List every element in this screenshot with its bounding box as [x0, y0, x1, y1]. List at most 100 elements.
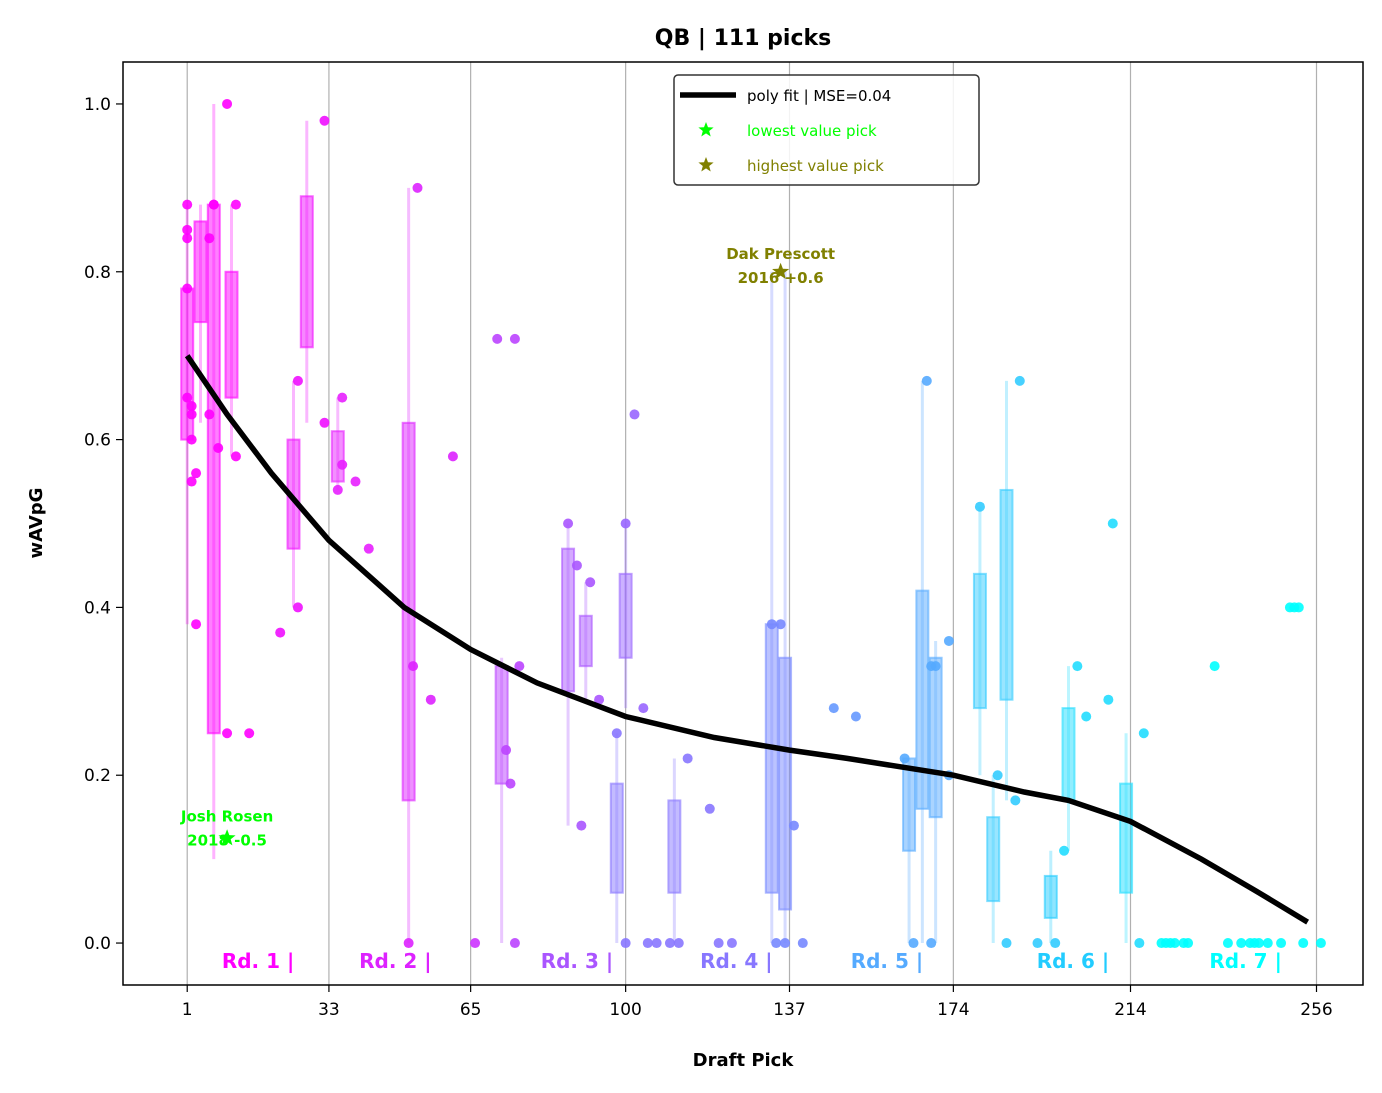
y-tick-label: 0.0 — [84, 934, 111, 954]
box-plots — [180, 103, 1134, 944]
round-label: Rd. 2 | — [359, 949, 431, 973]
annotation-star-icon — [218, 829, 236, 846]
data-point — [1209, 661, 1220, 672]
box — [902, 757, 917, 852]
data-point — [1010, 795, 1021, 806]
data-point — [222, 98, 233, 109]
data-point — [1134, 938, 1145, 949]
data-point — [275, 627, 286, 638]
box — [224, 270, 239, 399]
x-tick-label: 1 — [182, 1000, 193, 1020]
data-point — [1059, 845, 1070, 856]
data-point — [1293, 602, 1304, 613]
data-point — [1276, 938, 1287, 949]
x-tick-label: 214 — [1114, 1000, 1146, 1020]
data-point — [908, 938, 919, 949]
box — [928, 656, 943, 819]
data-points — [182, 98, 1326, 949]
data-point — [1001, 938, 1012, 949]
box — [999, 488, 1014, 701]
chart-title: QB | 111 picks — [655, 26, 831, 51]
data-point — [788, 820, 799, 831]
data-point — [1050, 938, 1061, 949]
data-point — [576, 820, 587, 831]
y-tick-label: 1.0 — [84, 95, 111, 115]
x-tick-label: 33 — [318, 1000, 340, 1020]
box — [915, 589, 930, 810]
data-point — [319, 115, 330, 126]
y-tick-label: 0.2 — [84, 766, 111, 786]
box — [494, 665, 509, 785]
data-point — [186, 409, 197, 420]
data-point — [292, 375, 303, 386]
x-tick-label: 174 — [937, 1000, 969, 1020]
data-point — [514, 661, 525, 672]
data-point — [1032, 938, 1043, 949]
data-point — [943, 635, 954, 646]
data-point — [186, 434, 197, 445]
data-point — [408, 661, 419, 672]
data-point — [571, 560, 582, 571]
data-point — [191, 619, 202, 630]
data-point — [1169, 938, 1180, 949]
data-point — [501, 745, 512, 756]
round-label: Rd. 1 | — [222, 949, 294, 973]
x-tick-label: 256 — [1300, 1000, 1332, 1020]
y-axis-label: wAVpG — [26, 488, 47, 559]
data-point — [222, 728, 233, 739]
legend-label: highest value pick — [747, 157, 884, 175]
x-axis-ticks: 1 33 65 100 137 174 214 256 — [182, 985, 1333, 1020]
data-point — [828, 703, 839, 714]
data-point — [1014, 375, 1025, 386]
data-point — [974, 501, 985, 512]
data-point — [213, 442, 224, 453]
annotation-star-icon — [772, 262, 790, 280]
data-point — [182, 199, 193, 210]
data-point — [1262, 938, 1273, 949]
plot-frame — [122, 61, 1364, 986]
box — [1119, 782, 1134, 894]
data-point — [620, 938, 631, 949]
data-point — [713, 938, 724, 949]
data-point — [191, 468, 202, 479]
x-axis-label: Draft Pick — [693, 1050, 795, 1071]
data-point — [204, 233, 215, 244]
box — [986, 816, 1001, 903]
annotations: Josh Rosen 2018 -0.5 Dak Prescott 2016 +0.6 — [180, 245, 835, 849]
box — [1061, 707, 1076, 802]
data-point — [1253, 938, 1264, 949]
y-tick-label: 0.8 — [84, 263, 111, 283]
data-point — [642, 938, 653, 949]
data-point — [182, 224, 193, 235]
round-label: Rd. 5 | — [851, 949, 923, 973]
data-point — [664, 938, 675, 949]
data-point — [425, 694, 436, 705]
legend: poly fit | MSE=0.04 lowest value pick high… — [673, 74, 980, 186]
data-point — [1107, 518, 1118, 529]
box — [299, 195, 314, 349]
data-point — [766, 619, 777, 630]
legend-box — [673, 74, 980, 186]
data-point — [204, 409, 215, 420]
annotation-detail: 2018 -0.5 — [187, 831, 267, 849]
round-labels: Rd. 1 | Rd. 2 | Rd. 3 | Rd. 4 | Rd. 5 | Rd. 6… — [222, 949, 1282, 973]
data-point — [1183, 938, 1194, 949]
data-point — [620, 518, 631, 529]
round-label: Rd. 6 | — [1037, 949, 1109, 973]
data-point — [1103, 694, 1114, 705]
legend-label: poly fit | MSE=0.04 — [747, 87, 891, 105]
data-point — [673, 938, 684, 949]
box — [561, 547, 576, 693]
data-point — [611, 728, 622, 739]
data-point — [563, 518, 574, 529]
data-point — [350, 476, 361, 487]
data-point — [319, 417, 330, 428]
data-point — [363, 543, 374, 554]
box — [578, 614, 593, 668]
data-point — [930, 661, 941, 672]
y-tick-label: 0.4 — [84, 598, 111, 618]
data-point — [337, 459, 348, 470]
data-point — [921, 375, 932, 386]
data-point — [726, 938, 737, 949]
